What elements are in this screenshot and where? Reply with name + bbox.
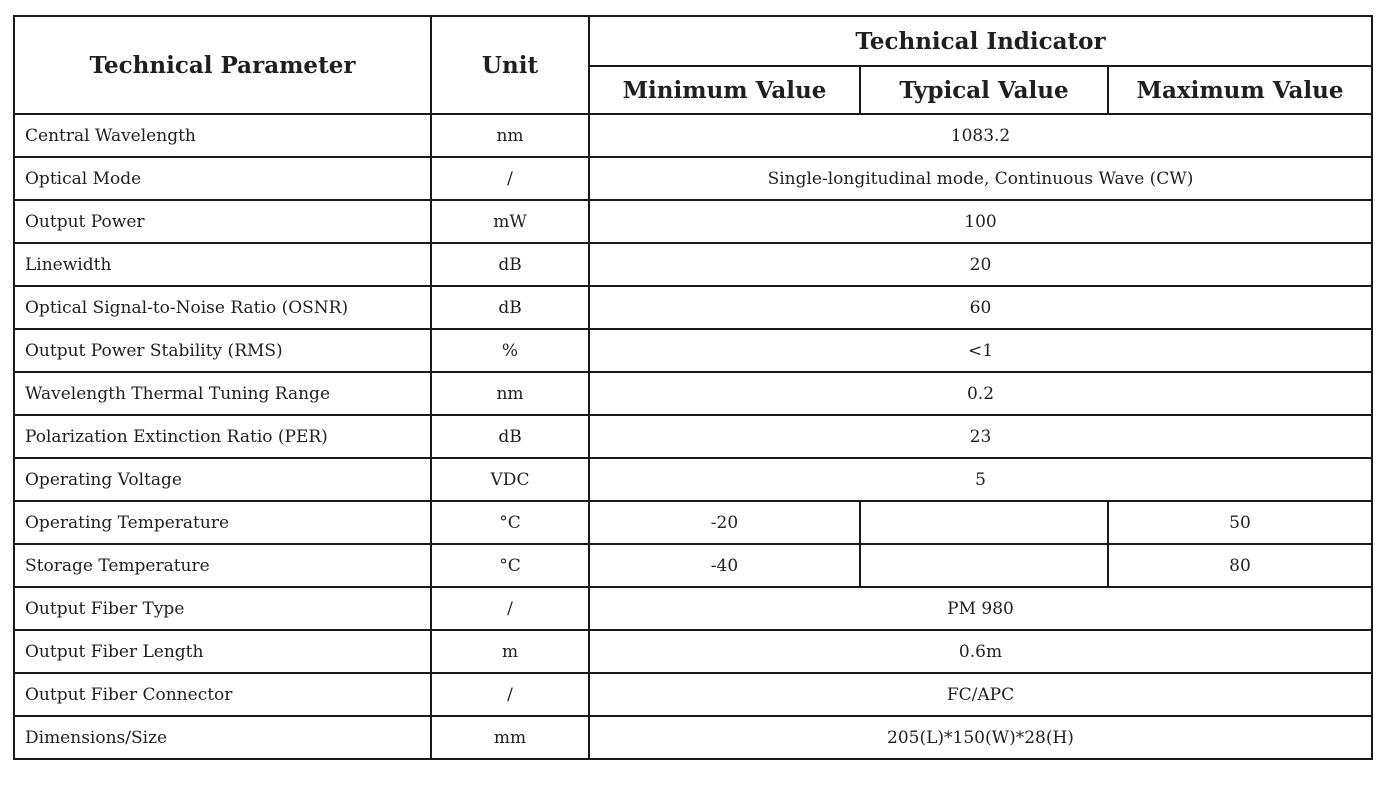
max-value-cell: 50 — [1107, 500, 1373, 545]
value-cell: <1 — [588, 328, 1373, 373]
min-value-cell: -40 — [588, 543, 861, 588]
unit-cell: mW — [430, 199, 590, 244]
typ-value-cell — [859, 543, 1109, 588]
param-cell: Operating Voltage — [13, 457, 432, 502]
table-row-dimensions-size: Dimensions/Size mm 205(L)*150(W)*28(H) — [13, 715, 1373, 760]
table-row-operating-voltage: Operating Voltage VDC 5 — [13, 457, 1373, 502]
value-cell: 0.2 — [588, 371, 1373, 416]
param-cell: Output Power Stability (RMS) — [13, 328, 432, 373]
unit-cell: dB — [430, 242, 590, 287]
unit-cell: °C — [430, 543, 590, 588]
table-row-wavelength-thermal-tuning-range: Wavelength Thermal Tuning Range nm 0.2 — [13, 371, 1373, 416]
param-cell: Output Fiber Length — [13, 629, 432, 674]
unit-cell: VDC — [430, 457, 590, 502]
min-value-cell: -20 — [588, 500, 861, 545]
unit-cell: nm — [430, 371, 590, 416]
value-cell: Single-longitudinal mode, Continuous Wav… — [588, 156, 1373, 201]
header-row-top: Technical Parameter Unit Technical Indic… — [13, 15, 1373, 115]
value-cell: 100 — [588, 199, 1373, 244]
table-row-output-fiber-type: Output Fiber Type / PM 980 — [13, 586, 1373, 631]
table-row-operating-temperature: Operating Temperature °C -20 50 — [13, 500, 1373, 545]
table-row-osnr: Optical Signal-to-Noise Ratio (OSNR) dB … — [13, 285, 1373, 330]
value-cell: 1083.2 — [588, 113, 1373, 158]
table-row-optical-mode: Optical Mode / Single-longitudinal mode,… — [13, 156, 1373, 201]
value-cell: 205(L)*150(W)*28(H) — [588, 715, 1373, 760]
header-row-sub: Minimum Value Typical Value Maximum Valu… — [14, 65, 1373, 115]
unit-cell: / — [430, 156, 590, 201]
param-cell: Polarization Extinction Ratio (PER) — [13, 414, 432, 459]
table-row-central-wavelength: Central Wavelength nm 1083.2 — [13, 113, 1373, 158]
unit-cell: dB — [430, 285, 590, 330]
spec-sheet-page: Technical Parameter Unit Technical Indic… — [13, 15, 1373, 760]
unit-cell: / — [430, 672, 590, 717]
param-cell: Operating Temperature — [13, 500, 432, 545]
value-cell: 0.6m — [588, 629, 1373, 674]
table-row-linewidth: Linewidth dB 20 — [13, 242, 1373, 287]
value-cell: PM 980 — [588, 586, 1373, 631]
header-technical-indicator: Technical Indicator — [588, 15, 1373, 67]
param-cell: Wavelength Thermal Tuning Range — [13, 371, 432, 416]
table-row-output-power-stability: Output Power Stability (RMS) % <1 — [13, 328, 1373, 373]
table-body: Central Wavelength nm 1083.2 Optical Mod… — [13, 113, 1373, 760]
param-cell: Output Fiber Type — [13, 586, 432, 631]
unit-cell: dB — [430, 414, 590, 459]
param-cell: Dimensions/Size — [13, 715, 432, 760]
table-row-output-fiber-connector: Output Fiber Connector / FC/APC — [13, 672, 1373, 717]
header-maximum-value: Maximum Value — [1107, 65, 1373, 115]
param-cell: Output Power — [13, 199, 432, 244]
unit-cell: m — [430, 629, 590, 674]
value-cell: FC/APC — [588, 672, 1373, 717]
param-cell: Optical Mode — [13, 156, 432, 201]
unit-cell: % — [430, 328, 590, 373]
table-row-per: Polarization Extinction Ratio (PER) dB 2… — [13, 414, 1373, 459]
unit-cell: mm — [430, 715, 590, 760]
value-cell: 20 — [588, 242, 1373, 287]
unit-cell: / — [430, 586, 590, 631]
param-cell: Central Wavelength — [13, 113, 432, 158]
typ-value-cell — [859, 500, 1109, 545]
header-unit: Unit — [430, 15, 590, 115]
param-cell: Output Fiber Connector — [13, 672, 432, 717]
value-cell: 23 — [588, 414, 1373, 459]
table-row-storage-temperature: Storage Temperature °C -40 80 — [13, 543, 1373, 588]
unit-cell: nm — [430, 113, 590, 158]
header-technical-parameter: Technical Parameter — [13, 15, 432, 115]
header-minimum-value: Minimum Value — [588, 65, 861, 115]
table-row-output-power: Output Power mW 100 — [13, 199, 1373, 244]
param-cell: Storage Temperature — [13, 543, 432, 588]
header-typical-value: Typical Value — [859, 65, 1109, 115]
max-value-cell: 80 — [1107, 543, 1373, 588]
technical-spec-table: Technical Parameter Unit Technical Indic… — [13, 15, 1373, 760]
param-cell: Optical Signal-to-Noise Ratio (OSNR) — [13, 285, 432, 330]
table-header: Technical Parameter Unit Technical Indic… — [13, 15, 1373, 115]
param-cell: Linewidth — [13, 242, 432, 287]
value-cell: 5 — [588, 457, 1373, 502]
unit-cell: °C — [430, 500, 590, 545]
table-row-output-fiber-length: Output Fiber Length m 0.6m — [13, 629, 1373, 674]
value-cell: 60 — [588, 285, 1373, 330]
